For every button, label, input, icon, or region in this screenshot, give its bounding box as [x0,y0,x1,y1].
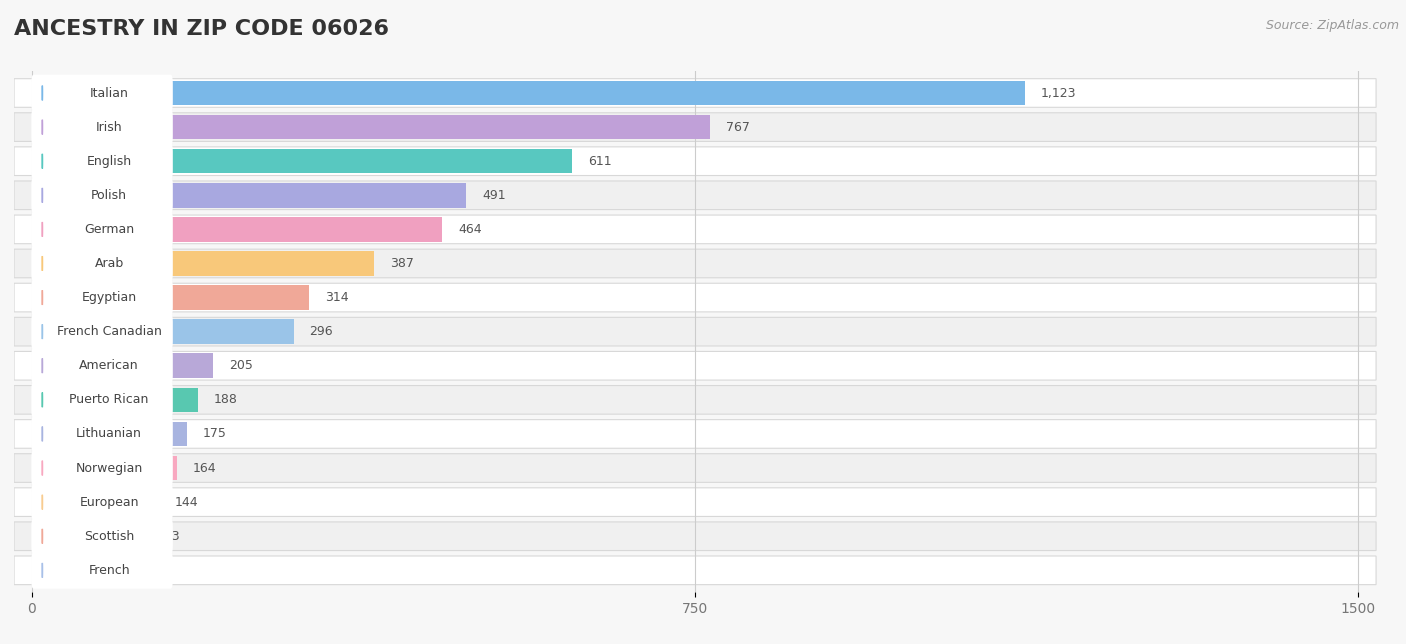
Text: Puerto Rican: Puerto Rican [69,393,149,406]
FancyBboxPatch shape [14,147,1376,176]
Text: 123: 123 [156,530,180,543]
Text: French Canadian: French Canadian [56,325,162,338]
FancyBboxPatch shape [31,484,173,520]
Text: Italian: Italian [90,86,128,100]
FancyBboxPatch shape [31,415,173,452]
FancyBboxPatch shape [14,181,1376,209]
Text: German: German [84,223,134,236]
FancyBboxPatch shape [31,279,173,316]
FancyBboxPatch shape [31,211,173,248]
Text: Source: ZipAtlas.com: Source: ZipAtlas.com [1265,19,1399,32]
Text: 205: 205 [229,359,253,372]
FancyBboxPatch shape [14,488,1376,516]
Bar [32,80,1025,105]
Text: Arab: Arab [94,257,124,270]
Text: Scottish: Scottish [84,530,134,543]
Text: 491: 491 [482,189,506,202]
FancyBboxPatch shape [14,454,1376,482]
Text: Irish: Irish [96,120,122,133]
Text: European: European [79,496,139,509]
Bar [32,456,177,480]
FancyBboxPatch shape [31,177,173,214]
Text: 1,123: 1,123 [1040,86,1077,100]
Text: 144: 144 [174,496,198,509]
FancyBboxPatch shape [31,347,173,384]
Bar [32,558,134,583]
Text: American: American [79,359,139,372]
FancyBboxPatch shape [31,552,173,589]
Text: 296: 296 [309,325,333,338]
FancyBboxPatch shape [31,518,173,554]
Bar [32,319,294,344]
FancyBboxPatch shape [31,109,173,146]
Text: 387: 387 [389,257,413,270]
FancyBboxPatch shape [31,381,173,418]
FancyBboxPatch shape [14,113,1376,142]
Bar [32,149,572,173]
Bar [32,354,214,378]
Text: 188: 188 [214,393,238,406]
Bar [32,490,159,515]
Text: 611: 611 [588,155,612,167]
Text: 464: 464 [458,223,482,236]
FancyBboxPatch shape [31,245,173,282]
Text: ANCESTRY IN ZIP CODE 06026: ANCESTRY IN ZIP CODE 06026 [14,19,389,39]
FancyBboxPatch shape [31,314,173,350]
Text: French: French [89,564,129,577]
Bar [32,115,710,139]
Text: 164: 164 [193,462,217,475]
Bar [32,285,309,310]
Text: Polish: Polish [91,189,127,202]
Bar [32,388,198,412]
Text: 314: 314 [325,291,349,304]
Text: English: English [87,155,132,167]
Text: Norwegian: Norwegian [76,462,143,475]
FancyBboxPatch shape [14,556,1376,585]
FancyBboxPatch shape [31,75,173,111]
FancyBboxPatch shape [31,143,173,180]
FancyBboxPatch shape [14,317,1376,346]
Text: Lithuanian: Lithuanian [76,428,142,440]
Bar [32,217,441,242]
FancyBboxPatch shape [14,249,1376,278]
Text: 767: 767 [725,120,749,133]
Text: Egyptian: Egyptian [82,291,136,304]
FancyBboxPatch shape [14,386,1376,414]
Bar [32,251,374,276]
FancyBboxPatch shape [14,283,1376,312]
FancyBboxPatch shape [14,352,1376,380]
FancyBboxPatch shape [31,450,173,486]
Bar [32,524,141,549]
Text: 115: 115 [149,564,173,577]
FancyBboxPatch shape [14,522,1376,551]
FancyBboxPatch shape [14,79,1376,108]
Bar [32,422,187,446]
Bar [32,183,465,207]
FancyBboxPatch shape [14,215,1376,243]
FancyBboxPatch shape [14,420,1376,448]
Text: 175: 175 [202,428,226,440]
